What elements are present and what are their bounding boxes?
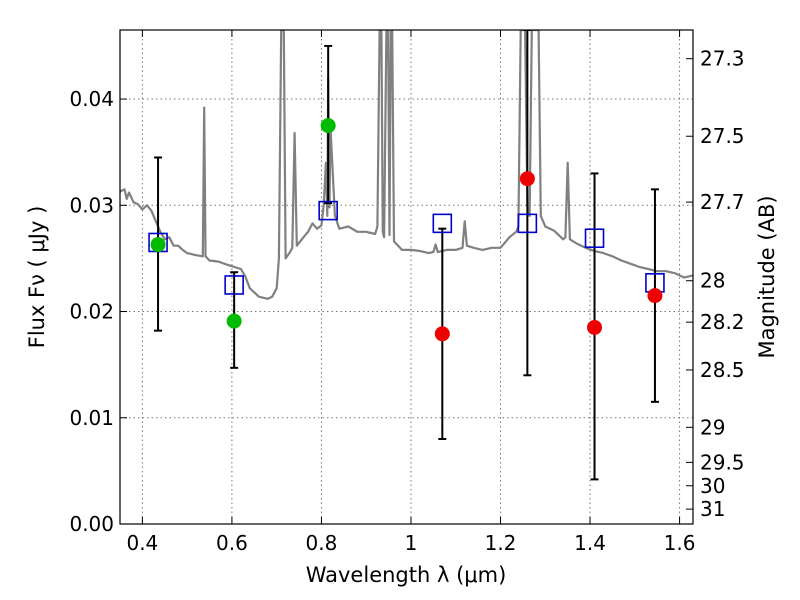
spectrum-line (120, 30, 693, 300)
magnitude-tick-label: 28 (700, 269, 725, 293)
x-tick-label: 0.8 (306, 531, 338, 555)
observed-data-point (150, 237, 166, 253)
observed-data-point (320, 118, 336, 134)
x-tick-label: 0.6 (216, 531, 248, 555)
magnitude-tick-label: 29 (700, 415, 725, 439)
magnitude-tick-label: 29.5 (700, 450, 745, 474)
gridlines (120, 30, 693, 525)
marker-layer (148, 118, 665, 342)
observed-data-point (587, 319, 603, 335)
y-axis-label: Flux Fν ( μJy ) (25, 206, 49, 349)
spectrum-layer (120, 30, 693, 300)
errorbar-layer (154, 30, 659, 481)
x-tick-label: 1.2 (485, 531, 517, 555)
model-photometry-square (224, 275, 244, 295)
y-tick-label: 0.00 (69, 512, 114, 536)
plot-frame (119, 29, 694, 525)
x-tick-label: 0.4 (126, 531, 158, 555)
magnitude-tick-label: 31 (700, 497, 725, 521)
x-axis-ticks: 0.4 0.6 0.8 1 1.2 1.4 1.6 (126, 30, 695, 555)
observed-data-point (434, 326, 450, 342)
y-axis-ticks: 0.00 0.01 0.02 0.03 0.04 (69, 87, 127, 536)
y-tick-label: 0.04 (69, 87, 114, 111)
magnitude-tick-label: 27.7 (700, 190, 745, 214)
magnitude-tick-label: 28.2 (700, 310, 745, 334)
y-tick-label: 0.02 (69, 300, 114, 324)
observed-data-point (226, 313, 242, 329)
magnitude-axis-label: Magnitude (AB) (755, 195, 779, 358)
magnitude-tick-label: 27.5 (700, 124, 745, 148)
observed-data-point (519, 171, 535, 187)
model-photometry-square (432, 213, 453, 234)
y-tick-label: 0.01 (69, 406, 114, 430)
observed-data-point (647, 288, 663, 304)
model-photometry-square (318, 200, 338, 221)
model-photometry-square (584, 228, 605, 249)
x-axis-label: Wavelength λ (μm) (306, 563, 507, 587)
x-tick-label: 1.6 (664, 531, 696, 555)
x-tick-label: 1.4 (574, 531, 606, 555)
magnitude-tick-label: 28.5 (700, 358, 745, 382)
y-tick-label: 0.03 (69, 193, 114, 217)
magnitude-tick-label: 27.3 (700, 47, 745, 71)
magnitude-tick-label: 30 (700, 474, 725, 498)
model-photometry-square (517, 213, 538, 234)
x-tick-label: 1 (405, 531, 418, 555)
